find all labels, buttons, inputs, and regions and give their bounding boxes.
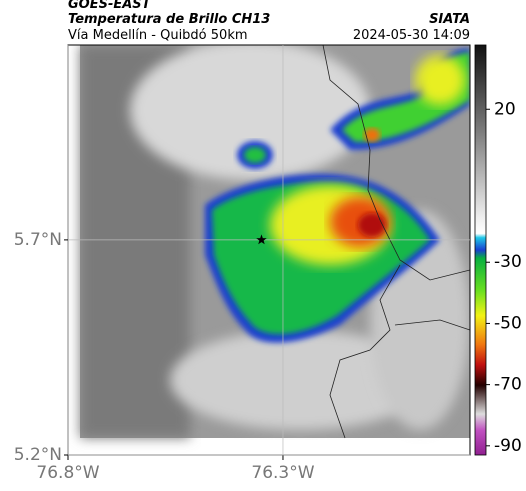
colorbar-tick-label: -50: [494, 313, 522, 333]
satellite-image: [80, 45, 470, 439]
colorbar-tick-label: -30: [494, 252, 522, 272]
subtitle: Temperatura de Brillo CH13: [68, 12, 270, 27]
location: Vía Medellín - Quibdó 50km: [68, 28, 248, 43]
location-marker: [256, 234, 267, 245]
colorbar-tick-label: -90: [494, 436, 522, 456]
x-tick-label: 76.3°W: [251, 463, 314, 483]
y-tick-label: 5.2°N: [14, 445, 62, 465]
y-tick-label: 5.7°N: [14, 230, 62, 250]
colorbar-tick-label: -70: [494, 375, 522, 395]
x-tick-label: 76.8°W: [36, 463, 99, 483]
title: GOES-EAST: [68, 0, 152, 12]
datetime: 2024-05-30 14:09: [353, 28, 470, 43]
source: SIATA: [429, 12, 470, 27]
colorbar-tick-label: 20: [494, 99, 516, 119]
colorbar: [474, 44, 487, 456]
